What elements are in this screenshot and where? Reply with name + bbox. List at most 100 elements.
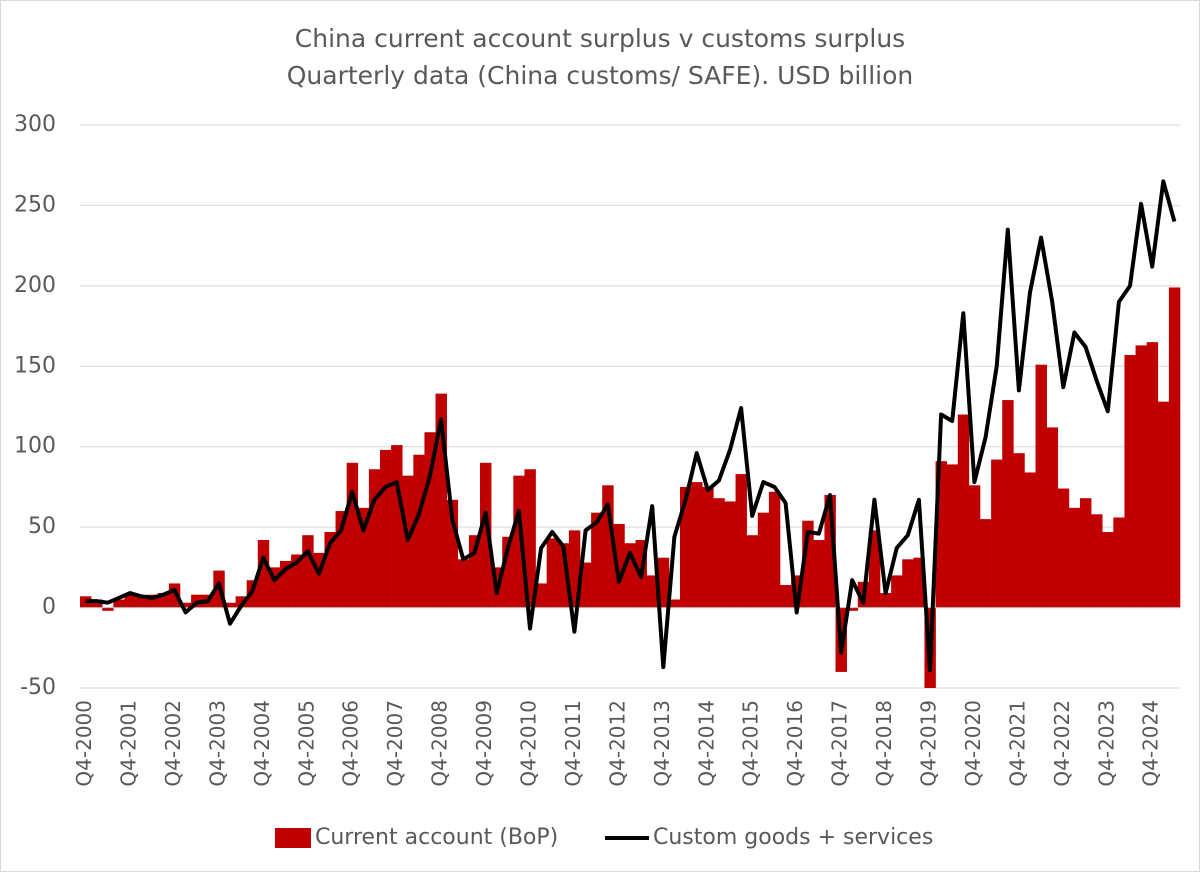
bar [880,593,892,608]
bar [113,599,125,608]
bar [724,501,736,608]
x-tick-label: Q4-2006 [339,700,363,787]
bar [480,462,492,608]
bar [224,602,236,608]
line [85,179,1177,673]
bar [291,554,303,608]
bar [357,507,370,608]
bar [335,511,347,608]
bar [446,499,459,608]
bar [391,445,403,608]
x-tick-label: Q4-2001 [117,700,141,787]
bar [413,454,425,608]
bar [168,583,181,608]
bar [146,594,159,608]
y-tick-label: 200 [14,273,56,298]
bar [935,461,947,608]
bar [135,596,147,608]
bar [591,512,603,608]
bar [268,567,281,608]
x-tick-label: Q4-2016 [783,700,807,787]
bar [91,599,103,608]
bar [735,474,747,608]
bar [1091,514,1103,608]
bar [502,536,514,608]
bar [991,459,1003,608]
bar [368,469,381,608]
bar [1035,364,1047,608]
x-tick-label: Q4-2023 [1094,700,1118,787]
bar [1046,427,1059,608]
bar [424,432,436,608]
bar [1024,472,1036,608]
bar [824,494,836,608]
x-tick-label: Q4-2019 [917,700,941,787]
bar [1080,498,1092,608]
bar [257,540,270,608]
bar [313,552,325,608]
bar [513,475,525,608]
x-tick-label: Q4-2022 [1050,700,1074,787]
bar [468,535,481,608]
bar [524,469,536,608]
y-tick-label: 100 [14,434,56,459]
bar [680,486,692,608]
x-tick-label: Q4-2003 [205,700,229,787]
bar [1013,453,1025,608]
bar [346,462,359,608]
bar [602,485,614,608]
x-tick-label: Q4-2000 [72,700,96,787]
y-tick-label: 50 [28,514,56,539]
bar [457,559,470,608]
x-tick-label: Q4-2002 [161,700,185,787]
bar [957,414,970,608]
bar [180,602,192,608]
bar [435,393,447,608]
bar [780,585,792,608]
bar [791,575,803,608]
bar [968,485,981,608]
bar [235,596,247,608]
bar [646,575,659,608]
bar [802,520,814,608]
bar [702,486,714,608]
bar [157,593,170,608]
bar [757,512,770,608]
bar [1057,488,1070,608]
legend-label: Custom goods + services [653,825,933,850]
bar [557,543,570,608]
bar [868,530,881,608]
legend-swatch [275,828,311,848]
bar [913,557,925,608]
bar [102,607,114,611]
bar [713,498,725,608]
bar [657,557,670,608]
x-tick-label: Q4-2009 [472,700,496,787]
bar [1002,400,1014,608]
bar [902,559,914,608]
bar [280,560,292,608]
bar [580,562,592,608]
bar [380,449,392,608]
bar [746,535,759,608]
x-tick-label: Q4-2005 [294,700,318,787]
bar [891,575,903,608]
bar [124,594,136,608]
bar [1068,507,1081,608]
bar [1146,342,1159,608]
bar [624,543,636,608]
x-tick-label: Q4-2020 [961,700,985,787]
y-tick-label: 0 [42,595,56,620]
bar [846,607,859,611]
bar [1157,401,1170,608]
x-tick-label: Q4-2004 [250,700,274,787]
x-tick-label: Q4-2010 [517,700,541,787]
y-tick-label: 150 [14,353,56,378]
bar [1113,517,1125,608]
x-tick-label: Q4-2014 [694,700,718,787]
bar [613,523,625,608]
bar [813,540,825,608]
x-tick-label: Q4-2018 [872,700,896,787]
